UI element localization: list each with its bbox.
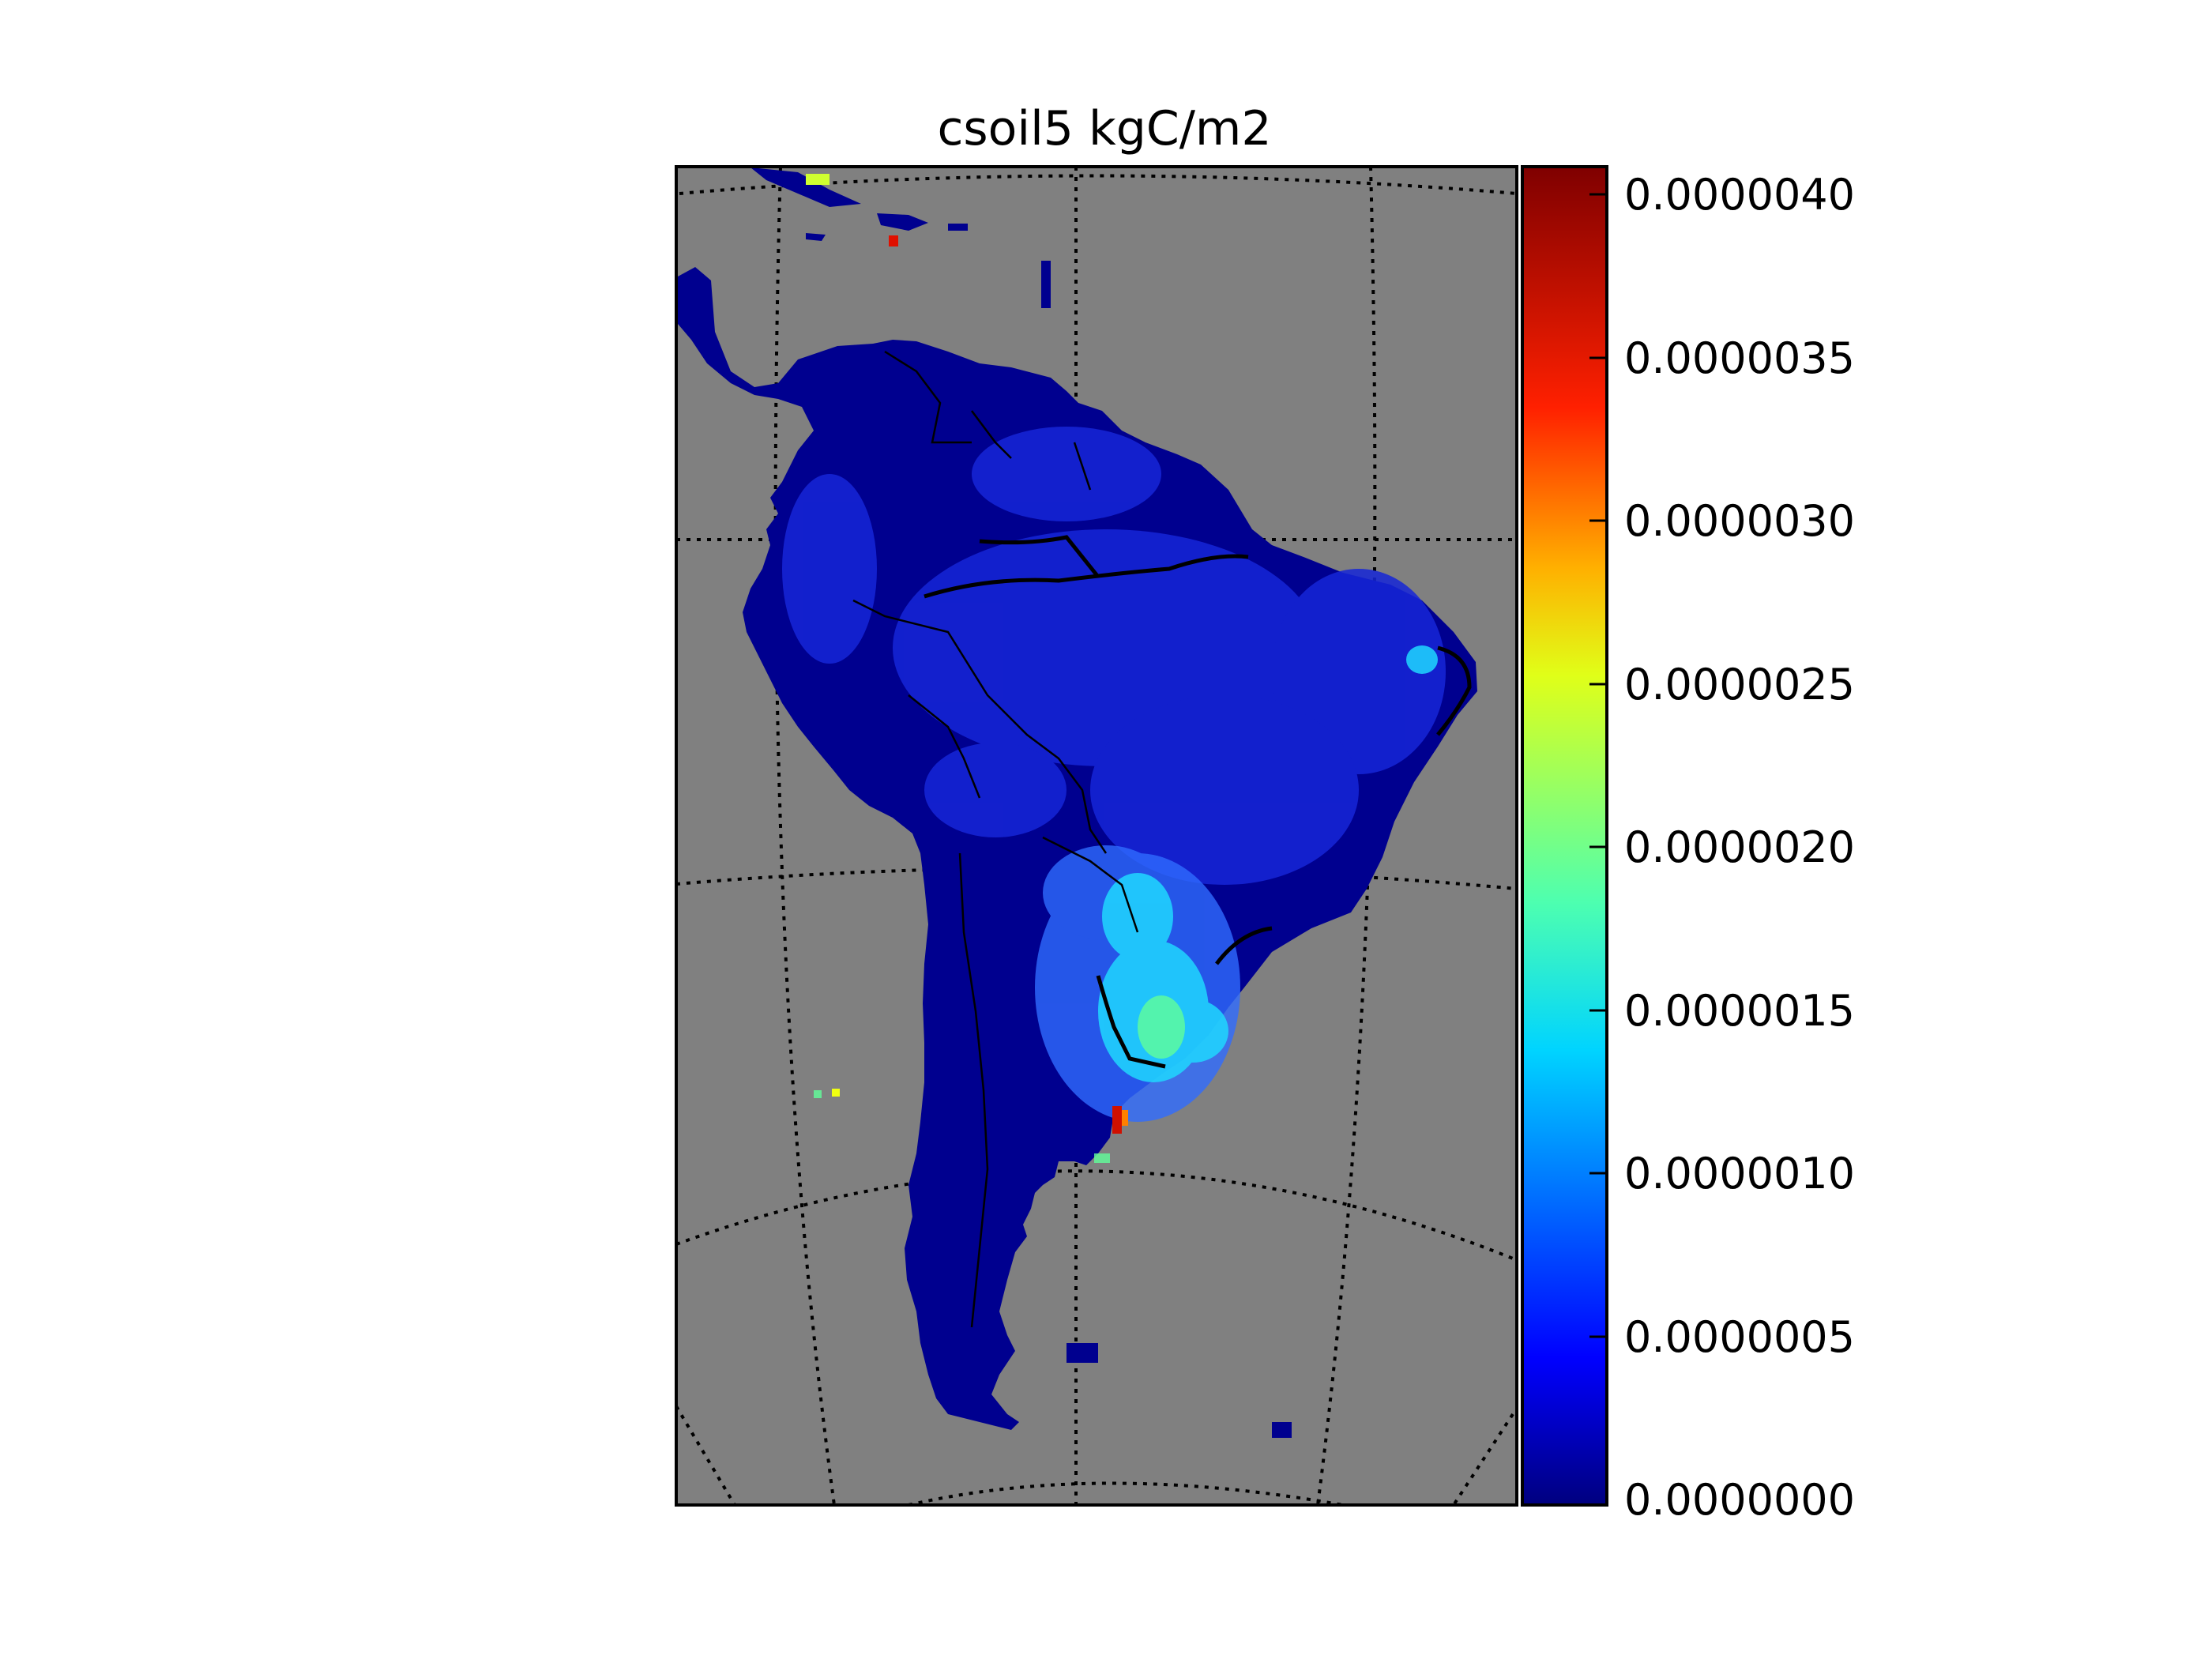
island-south-georgia: [1272, 1422, 1292, 1438]
south-america-landmass: [678, 267, 1477, 1430]
border-chile-argentina: [958, 852, 989, 1328]
island-puerto-rico: [948, 224, 968, 231]
colorbar-gradient: [1521, 165, 1608, 1507]
map-panel: [675, 165, 1518, 1507]
river-orinoco: [979, 535, 1100, 578]
zone-bolivia: [924, 743, 1066, 837]
zone-pampas-core: [1138, 995, 1185, 1059]
map-content: [676, 167, 1517, 1505]
map-frame: [675, 165, 1518, 1507]
island-falklands: [1066, 1343, 1098, 1363]
graticule-lon-105w: [676, 1405, 736, 1505]
heat-zones-green: [814, 995, 1185, 1163]
island-jamaica: [806, 233, 826, 241]
graticule-lat-60s: [676, 1169, 1517, 1262]
hotspot-yellow-pacific: [832, 1089, 840, 1097]
colorbar-tick-label: 0.0000030: [1624, 496, 1855, 546]
colorbar-tick-label: 0.0000020: [1624, 822, 1855, 872]
rivers: [924, 535, 1472, 1069]
colorbar: 0.0000040 0.0000035 0.0000030 0.0000025 …: [1521, 165, 1855, 1525]
border-venezuela-guyana: [971, 410, 1012, 459]
colorbar-tick-label: 0.0000000: [1624, 1475, 1855, 1525]
zone-green-speck-1: [1094, 1153, 1110, 1163]
zone-parana: [1102, 873, 1173, 960]
border-guyana-suriname: [1073, 442, 1092, 491]
zone-central-brazil: [1090, 695, 1359, 885]
borders: [852, 350, 1139, 1328]
hotspot-red-bahia-blanca: [1112, 1106, 1122, 1134]
island-hispaniola: [877, 213, 928, 231]
zone-green-speck-2: [814, 1090, 822, 1098]
river-ne-coast: [1436, 645, 1472, 736]
colorbar-tick-label: 0.0000015: [1624, 986, 1855, 1036]
colorbar-tick-labels: 0.0000040 0.0000035 0.0000030 0.0000025 …: [1624, 170, 1855, 1525]
colorbar-tick-label: 0.0000005: [1624, 1312, 1855, 1362]
river-south-coast: [1215, 926, 1273, 965]
border-brazil-west: [852, 599, 1108, 854]
zone-guianas: [972, 427, 1161, 521]
colorbar-tick-label: 0.0000010: [1624, 1149, 1855, 1198]
border-peru-bolivia: [908, 694, 981, 799]
graticule-lon-15w: [1452, 1413, 1514, 1505]
island-cuba: [750, 167, 861, 207]
hotspot-red-caribbean: [889, 235, 898, 246]
caribbean-islands: [750, 167, 1292, 1438]
colorbar-tick-label: 0.0000025: [1624, 660, 1855, 709]
zone-colombia: [782, 474, 877, 664]
border-colombia-venezuela: [884, 350, 972, 444]
river-amazon: [924, 554, 1249, 599]
colorbar-tick-label: 0.0000040: [1624, 170, 1855, 220]
heat-zones-hot: [806, 174, 1128, 1134]
river-parana: [1096, 975, 1166, 1069]
hotspot-orange-bahia: [1122, 1110, 1128, 1126]
colorbar-ticks: [1589, 193, 1607, 1338]
hotspot-yellow-cuba: [806, 174, 830, 185]
island-lesser-antilles: [1041, 261, 1051, 308]
heat-zones-blue: [782, 427, 1446, 885]
colorbar-tick-label: 0.0000035: [1624, 333, 1855, 383]
border-paraguay: [1042, 836, 1139, 933]
graticule-lat-90s: [908, 1481, 1344, 1505]
zone-ne-coast: [1406, 645, 1438, 674]
chart-title: csoil5 kgC/m2: [937, 101, 1271, 156]
